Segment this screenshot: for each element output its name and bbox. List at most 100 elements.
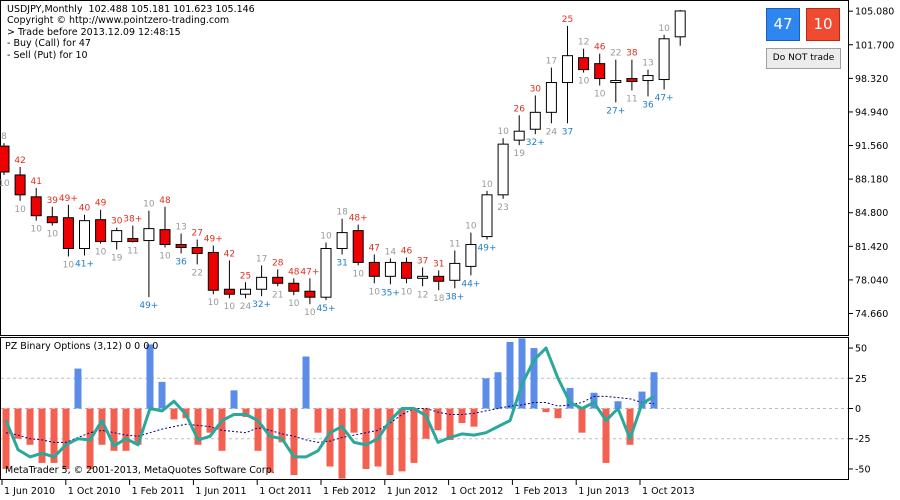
bull-candle bbox=[674, 10, 686, 38]
signal-line bbox=[5, 395, 655, 443]
bear-candle bbox=[14, 174, 26, 196]
bear-candle bbox=[223, 288, 235, 295]
candle-top-label: 11 bbox=[449, 239, 460, 249]
candlesticks: 8 10 42 10 41 10 39 10 49+ 10 40 41+ 49 10 30 19 38+ 11 10… bbox=[0, 9, 686, 318]
price-tick-label: 94.940 bbox=[855, 107, 888, 118]
bull-candle bbox=[642, 75, 654, 82]
bull-candle bbox=[529, 111, 541, 130]
candle-top-label: 30 bbox=[530, 84, 542, 94]
candle-bottom-label: 10 bbox=[14, 205, 26, 215]
histogram-bar-down bbox=[422, 408, 430, 439]
put-count-button[interactable]: 10 bbox=[806, 8, 840, 41]
histogram-bar-down bbox=[398, 408, 406, 472]
time-tick-label: 1 Feb 2011 bbox=[132, 486, 185, 497]
candle-bottom-label: 36 bbox=[642, 100, 654, 110]
candle-bottom-label: 35+ bbox=[381, 288, 400, 298]
bull-candle bbox=[256, 276, 268, 290]
candle-top-label: 10 bbox=[481, 180, 493, 190]
bear-candle bbox=[626, 78, 638, 83]
candle-bottom-label: 37 bbox=[562, 127, 573, 137]
bear-candle bbox=[191, 247, 203, 254]
time-tick-label: 1 Oct 2012 bbox=[451, 486, 504, 497]
histogram-bar-up bbox=[74, 368, 82, 409]
histogram-bar-down bbox=[458, 408, 466, 424]
candle-top-label: 48+ bbox=[349, 214, 368, 224]
candle-top-label: 49+ bbox=[204, 235, 223, 245]
bear-candle bbox=[0, 145, 10, 173]
bull-candle bbox=[449, 262, 461, 281]
bear-candle bbox=[127, 238, 139, 243]
histogram-bar-up bbox=[650, 372, 658, 409]
time-tick-label: 1 Oct 2010 bbox=[68, 486, 121, 497]
trade-button[interactable]: Do NOT trade bbox=[766, 48, 841, 69]
time-tick-label: 1 Jun 2012 bbox=[387, 486, 438, 497]
histogram-bar-down bbox=[410, 408, 418, 463]
info-line: > Trade before 2013.12.09 12:48:15 bbox=[7, 26, 181, 38]
candle-bottom-label: 19 bbox=[111, 253, 123, 263]
bear-candle bbox=[578, 57, 590, 71]
candle-top-label: 14 bbox=[385, 247, 397, 257]
price-axis: 105.080 101.700 98.320 94.940 91.560 88.180 84… bbox=[848, 7, 894, 320]
copyright-footer: MetaTrader 5, © 2001-2013, MetaQuotes So… bbox=[5, 465, 275, 476]
histogram-bar-down bbox=[134, 408, 142, 445]
histogram-bar-down bbox=[602, 408, 610, 463]
candle-top-label: 10 bbox=[497, 127, 509, 137]
bull-candle bbox=[240, 288, 251, 295]
bull-candle bbox=[562, 55, 573, 84]
time-tick-label: 1 Oct 2013 bbox=[642, 486, 695, 497]
histogram-bar-down bbox=[362, 408, 370, 469]
histogram-bar-down bbox=[50, 408, 58, 463]
candle-bottom-label: 27+ bbox=[606, 106, 625, 116]
histogram-bar-up bbox=[494, 372, 502, 409]
candle-bottom-label: 45+ bbox=[317, 304, 336, 314]
histogram-bar-up bbox=[230, 390, 238, 409]
bull-candle bbox=[336, 232, 348, 250]
call-count-button[interactable]: 47 bbox=[766, 8, 800, 41]
candle-bottom-label: 10 bbox=[304, 308, 316, 318]
candle-top-label: 27 bbox=[191, 229, 202, 239]
indicator-tick-label: 25 bbox=[855, 374, 867, 385]
candle-bottom-label: 38+ bbox=[445, 292, 464, 302]
price-tick-label: 81.420 bbox=[855, 242, 888, 253]
bear-candle bbox=[30, 196, 42, 217]
time-tick-label: 1 Jun 2013 bbox=[578, 486, 629, 497]
candle-top-label: 38 bbox=[626, 49, 638, 59]
candle-bottom-label: 10 bbox=[401, 287, 413, 297]
candle-top-label: 25 bbox=[562, 15, 573, 25]
candle-bottom-label: 10 bbox=[352, 269, 364, 279]
candle-bottom-label: 47+ bbox=[655, 93, 674, 103]
bull-candle bbox=[79, 220, 90, 249]
histogram-bars bbox=[2, 338, 658, 479]
candle-top-label: 49 bbox=[95, 199, 107, 209]
indicator-tick-label: -25 bbox=[855, 434, 871, 445]
candle-top-label: 10 bbox=[320, 232, 332, 242]
candle-top-label: 10 bbox=[465, 222, 477, 232]
candle-top-label: 46 bbox=[594, 43, 606, 53]
histogram-bar-down bbox=[446, 408, 454, 440]
candle-top-label: 47 bbox=[369, 243, 380, 253]
candle-bottom-label: 10 bbox=[30, 225, 42, 235]
candle-top-label: 47+ bbox=[300, 267, 319, 277]
info-line: - Sell (Put) for 10 bbox=[7, 49, 88, 61]
candle-top-label: 31 bbox=[433, 259, 444, 269]
histogram-bar-down bbox=[314, 408, 322, 433]
histogram-bar-down bbox=[386, 408, 394, 475]
candle-bottom-label: 10 bbox=[369, 287, 381, 297]
candle-top-label: 10 bbox=[143, 200, 155, 210]
info-line: - Buy (Call) for 47 bbox=[7, 38, 91, 50]
bear-candle bbox=[95, 219, 107, 243]
candle-bottom-label: 44+ bbox=[461, 279, 480, 289]
histogram-bar-down bbox=[14, 408, 22, 439]
histogram-bar-down bbox=[2, 408, 10, 469]
candle-bottom-label: 19 bbox=[513, 149, 525, 159]
candle-top-label: 26 bbox=[513, 104, 525, 114]
candle-bottom-label: 10 bbox=[95, 248, 107, 258]
candle-top-label: 22 bbox=[610, 49, 621, 59]
candle-bottom-label: 36 bbox=[175, 257, 187, 267]
histogram-bar-down bbox=[122, 408, 130, 451]
candle-bottom-label: 31 bbox=[336, 258, 347, 268]
histogram-bar-up bbox=[530, 348, 538, 409]
time-tick-label: 1 Jun 2010 bbox=[4, 486, 55, 497]
price-tick-label: 74.660 bbox=[855, 309, 888, 320]
